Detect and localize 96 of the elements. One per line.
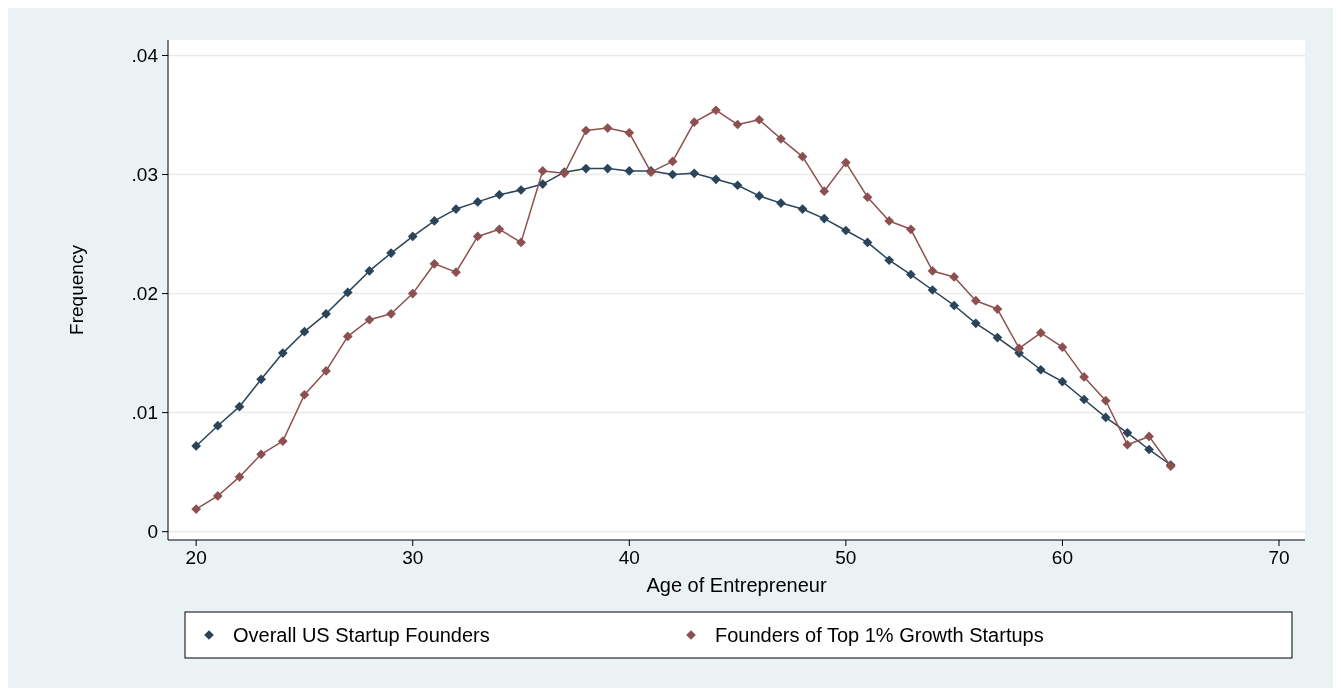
point — [992, 332, 1003, 343]
point — [581, 163, 591, 174]
point — [407, 231, 418, 242]
point — [711, 105, 721, 116]
point — [212, 491, 223, 501]
y-tick-label: 0 — [147, 521, 158, 543]
point — [1035, 328, 1046, 338]
point — [494, 189, 505, 200]
point — [364, 266, 375, 276]
point — [321, 308, 331, 319]
y-tick-label: .01 — [131, 402, 158, 424]
point — [386, 248, 396, 258]
point — [451, 267, 461, 277]
point — [970, 295, 981, 306]
point — [407, 288, 418, 299]
point — [884, 216, 895, 226]
point — [191, 504, 202, 514]
point — [992, 304, 1003, 314]
point — [472, 197, 483, 207]
point — [776, 133, 786, 144]
point — [949, 300, 960, 311]
x-tick-label: 50 — [835, 547, 857, 568]
point — [841, 225, 851, 236]
point — [1100, 412, 1111, 423]
point — [537, 166, 548, 176]
point — [1100, 395, 1111, 406]
point — [1079, 372, 1089, 382]
point — [1057, 342, 1068, 352]
point — [1035, 364, 1046, 375]
point — [299, 326, 310, 337]
point — [516, 237, 526, 248]
legend-label: Overall US Startup Founders — [233, 624, 490, 646]
point — [949, 272, 960, 282]
y-tick-label: .02 — [131, 283, 158, 305]
point — [342, 287, 353, 298]
point — [927, 266, 938, 276]
point — [1057, 376, 1068, 387]
point — [234, 472, 245, 482]
point — [472, 231, 483, 242]
point — [862, 192, 873, 202]
point — [884, 255, 895, 266]
point — [732, 180, 743, 191]
point — [386, 308, 396, 319]
point — [1144, 431, 1154, 442]
point — [624, 166, 635, 176]
point — [299, 389, 310, 400]
point — [277, 436, 288, 447]
point — [754, 191, 765, 201]
point — [364, 314, 375, 325]
point — [819, 186, 830, 197]
x-axis-title: Age of Entrepreneur — [646, 574, 827, 596]
point — [776, 198, 786, 208]
point — [191, 441, 202, 451]
point — [797, 151, 808, 162]
point — [689, 168, 700, 179]
point — [754, 114, 765, 125]
x-tick-label: 40 — [618, 547, 640, 568]
point — [667, 156, 678, 167]
point — [256, 374, 266, 385]
point — [429, 216, 440, 226]
x-tick-label: 60 — [1051, 547, 1074, 568]
legend-label: Founders of Top 1% Growth Startups — [715, 624, 1044, 646]
point — [841, 157, 851, 168]
y-axis-title: Frequency — [66, 244, 87, 335]
point — [970, 318, 981, 329]
point — [581, 125, 591, 136]
point — [1014, 343, 1024, 354]
point — [321, 366, 331, 376]
point — [277, 348, 288, 358]
x-tick-label: 20 — [185, 547, 207, 568]
point — [212, 420, 223, 431]
point — [797, 204, 808, 214]
x-tick-label: 70 — [1268, 547, 1290, 568]
point — [689, 117, 700, 127]
point — [234, 401, 245, 412]
y-tick-label: .03 — [131, 164, 158, 186]
point — [819, 213, 830, 224]
point — [537, 179, 548, 189]
point — [711, 174, 721, 185]
point — [602, 123, 613, 133]
point — [1122, 439, 1133, 450]
x-tick-label: 30 — [402, 547, 424, 568]
point — [1079, 394, 1089, 405]
point — [624, 128, 635, 138]
point — [927, 285, 938, 295]
point — [494, 224, 505, 235]
point — [1144, 444, 1154, 455]
point — [429, 258, 440, 269]
point — [256, 449, 266, 460]
point — [1122, 428, 1133, 438]
point — [342, 331, 353, 342]
point — [602, 163, 613, 174]
point — [905, 269, 916, 280]
point — [905, 224, 916, 235]
point — [862, 237, 873, 248]
y-tick-label: .04 — [131, 45, 159, 67]
